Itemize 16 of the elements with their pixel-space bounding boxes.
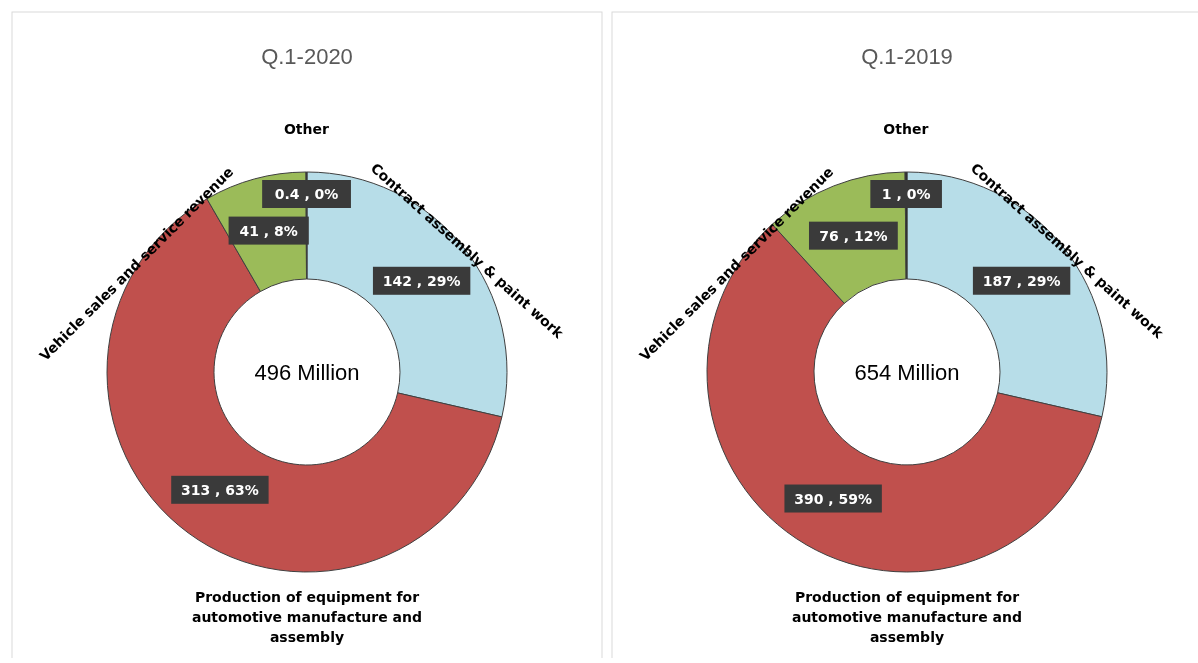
- data-label: 0.4 , 0%: [274, 186, 339, 202]
- data-label: 390 , 59%: [794, 490, 873, 507]
- data-label: 1 , 0%: [881, 186, 931, 202]
- text: 496 Million: [254, 360, 360, 385]
- data-label: 76 , 12%: [819, 227, 888, 244]
- slice-label: Production of equipment for automotive manufacture and assembly: [791, 589, 1023, 645]
- data-label: 313 , 63%: [181, 481, 259, 498]
- chart-title: Q.1-2020: [261, 44, 353, 69]
- data-label: 142 , 29%: [382, 272, 461, 289]
- chart-title: Q.1-2019: [861, 44, 953, 69]
- text: 654 Million: [854, 360, 960, 385]
- data-label: 187 , 29%: [982, 272, 1061, 289]
- slice-label: Production of equipment for automotive manufacture and assembly: [191, 589, 423, 645]
- slice-label: Other: [283, 121, 329, 137]
- slice-label: Other: [883, 121, 929, 137]
- data-label: 41 , 8%: [239, 222, 298, 239]
